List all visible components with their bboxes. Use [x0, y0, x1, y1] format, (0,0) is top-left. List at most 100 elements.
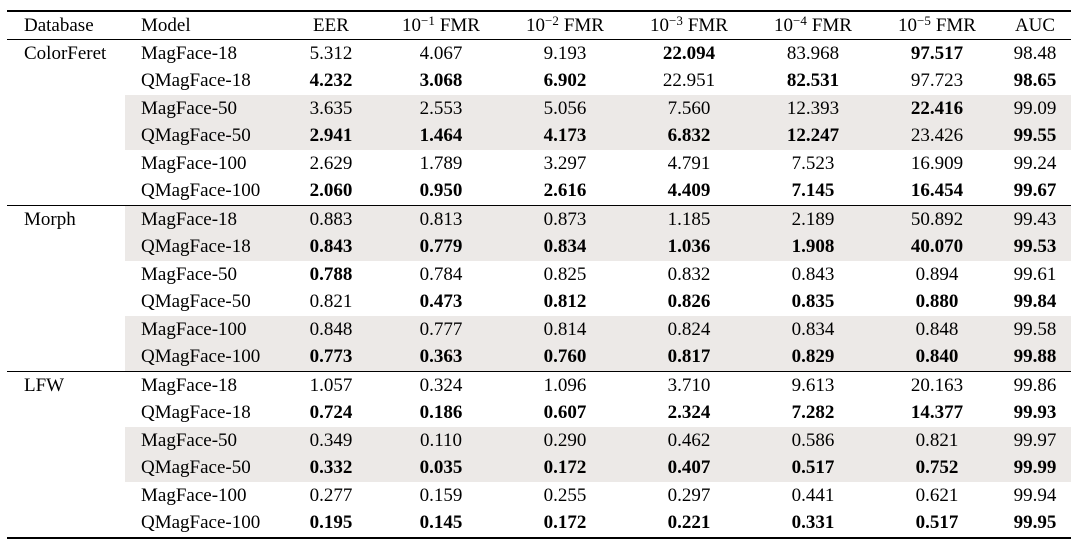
fmr-exponent: −2	[545, 12, 559, 28]
value-cell: 0.349	[283, 427, 379, 455]
value-cell: 0.843	[283, 233, 379, 261]
database-cell	[7, 400, 125, 428]
col-header-model: Model	[125, 11, 283, 40]
value-cell: 0.172	[543, 512, 587, 534]
value-cell: 23.426	[875, 122, 999, 150]
fmr-suffix: FMR	[563, 14, 604, 36]
value-cell: 16.454	[910, 180, 964, 202]
value-cell: 0.621	[915, 484, 959, 506]
database-cell	[7, 427, 125, 455]
value-cell: 1.096	[503, 371, 627, 400]
value-cell: 0.814	[503, 316, 627, 344]
database-cell	[7, 289, 125, 317]
value-cell: 0.186	[419, 402, 463, 424]
fmr-exponent: −3	[669, 12, 683, 28]
table-row: QMagFace-50 0.821 0.473 0.812 0.826 0.835 0.88…	[7, 289, 1071, 317]
value-cell: 40.070	[875, 233, 999, 261]
database-cell	[7, 510, 125, 539]
value-cell: 0.277	[309, 484, 353, 506]
value-cell: 0.834	[503, 233, 627, 261]
table-row: QMagFace-100 0.773 0.363 0.760 0.817 0.829 0.8…	[7, 343, 1071, 372]
table-row: ColorFeret MagFace-18 5.312 4.067 9.193 22.09…	[7, 40, 1071, 68]
fmr-suffix: FMR	[935, 14, 976, 36]
table-row: QMagFace-50 0.332 0.035 0.172 0.407 0.517 0.75…	[7, 454, 1071, 482]
value-cell: 0.825	[543, 263, 587, 285]
value-cell: 99.58	[999, 316, 1071, 344]
value-cell: 1.908	[751, 233, 875, 261]
value-cell: 9.193	[543, 42, 587, 64]
database-cell	[7, 95, 125, 123]
value-cell: 0.813	[379, 205, 503, 234]
fmr-exponent: −4	[793, 12, 807, 28]
value-cell: 99.84	[1013, 291, 1057, 313]
value-cell: 9.613	[751, 371, 875, 400]
value-cell: 0.777	[379, 316, 503, 344]
value-cell: 2.553	[379, 95, 503, 123]
fmr-base: 10	[898, 14, 917, 36]
table-row: QMagFace-100 0.195 0.145 0.172 0.221 0.331 0.5…	[7, 510, 1071, 539]
model-cell: MagFace-18	[125, 205, 283, 234]
value-cell: 0.586	[751, 427, 875, 455]
value-cell: 99.55	[999, 122, 1071, 150]
value-cell: 22.416	[875, 95, 999, 123]
value-cell: 6.832	[627, 122, 751, 150]
value-cell: 12.247	[751, 122, 875, 150]
value-cell: 0.517	[915, 512, 959, 534]
value-cell: 0.784	[419, 263, 463, 285]
database-cell	[7, 344, 125, 372]
value-cell: 0.607	[543, 402, 587, 424]
value-cell: 98.48	[1013, 42, 1057, 64]
table-row: LFW MagFace-18 1.057 0.324 1.096 3.710 9.613 20…	[7, 371, 1071, 400]
value-cell: 4.067	[419, 42, 463, 64]
database-cell	[7, 316, 125, 344]
value-cell: 0.788	[309, 263, 353, 285]
value-cell: 0.145	[419, 512, 463, 534]
value-cell: 4.232	[309, 70, 353, 92]
value-cell: 0.773	[283, 343, 379, 372]
value-cell: 99.24	[1013, 152, 1057, 174]
value-cell: 1.185	[627, 205, 751, 234]
value-cell: 99.61	[1013, 263, 1057, 285]
value-cell: 99.67	[1013, 180, 1057, 202]
value-cell: 0.950	[419, 180, 463, 202]
value-cell: 7.523	[791, 152, 835, 174]
value-cell: 82.531	[786, 70, 840, 92]
value-cell: 0.172	[503, 454, 627, 482]
database-cell	[7, 261, 125, 289]
value-cell: 1.464	[379, 122, 503, 150]
value-cell: 99.09	[999, 95, 1071, 123]
value-cell: 0.821	[309, 291, 353, 313]
value-cell: 0.848	[283, 316, 379, 344]
value-cell: 6.902	[543, 70, 587, 92]
value-cell: 7.560	[627, 95, 751, 123]
model-cell: QMagFace-100	[125, 343, 283, 372]
value-cell: 99.99	[999, 454, 1071, 482]
value-cell: 98.65	[1013, 70, 1057, 92]
table-row: QMagFace-50 2.941 1.464 4.173 6.832 12.247 23.…	[7, 122, 1071, 150]
col-header-fmr-1: 10−1 FMR	[379, 11, 503, 40]
value-cell: 2.941	[283, 122, 379, 150]
value-cell: 0.843	[791, 263, 835, 285]
model-cell: QMagFace-100	[141, 512, 261, 534]
col-header-fmr-2: 10−2 FMR	[503, 11, 627, 40]
model-cell: MagFace-100	[125, 316, 283, 344]
table-row: QMagFace-18 4.232 3.068 6.902 22.951 82.531 97…	[7, 68, 1071, 96]
value-cell: 0.297	[667, 484, 711, 506]
value-cell: 0.840	[875, 343, 999, 372]
table-row: MagFace-100 2.629 1.789 3.297 4.791 7.523 16.9…	[7, 150, 1071, 178]
value-cell: 0.826	[667, 291, 711, 313]
value-cell: 5.312	[309, 42, 353, 64]
value-cell: 22.094	[662, 42, 716, 64]
value-cell: 0.760	[503, 343, 627, 372]
value-cell: 2.189	[751, 205, 875, 234]
value-cell: 5.056	[503, 95, 627, 123]
col-header-auc: AUC	[999, 11, 1071, 40]
table-row: QMagFace-18 0.724 0.186 0.607 2.324 7.282 14.3…	[7, 400, 1071, 428]
value-cell: 0.821	[875, 427, 999, 455]
model-cell: MagFace-50	[125, 95, 283, 123]
value-cell: 0.817	[627, 343, 751, 372]
value-cell: 99.95	[1013, 512, 1057, 534]
database-cell	[7, 150, 125, 178]
value-cell: 0.035	[379, 454, 503, 482]
